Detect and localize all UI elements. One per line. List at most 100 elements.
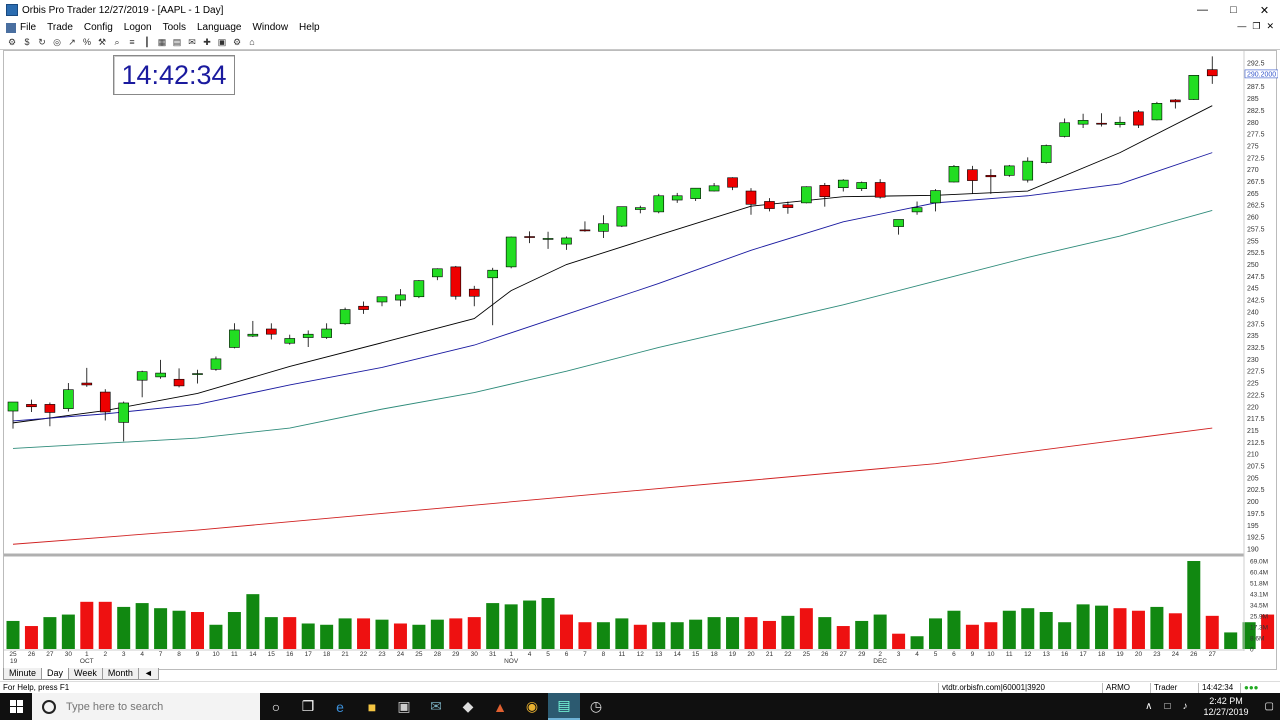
menu-file[interactable]: File [20,22,37,33]
app-icon[interactable]: ◷ [589,698,603,714]
percent-icon[interactable]: % [82,37,91,47]
task-view-icon[interactable]: ❐ [301,698,315,714]
menu-tools[interactable]: Tools [162,22,186,33]
volume-icon[interactable]: ♪ [1182,701,1188,712]
title-bar: Orbis Pro Trader 12/27/2019 - [AAPL - 1 … [0,0,1280,20]
price-chart[interactable]: 292.5290287.5285282.5280277.5275272.5270… [4,51,1278,671]
settings-icon[interactable]: ⚙ [232,36,242,47]
volume-bar [1131,610,1145,649]
tab-minute[interactable]: Minute [3,667,43,680]
volume-bar [1039,612,1053,649]
chrome-icon[interactable]: ◉ [525,698,539,714]
menu-config[interactable]: Config [83,22,113,33]
price-axis-label: 222.5 [1247,392,1265,399]
trader-icon[interactable]: ▤ [548,693,580,720]
date-axis-label: 11 [231,651,238,658]
notifications-icon[interactable]: ▢ [1264,701,1274,712]
system-tray: ∧ □ ♪ 2:42 PM 12/27/2019 ▢ [1139,693,1280,720]
mdi-restore-icon[interactable]: ❐ [1252,21,1261,31]
dollar-icon[interactable]: $ [24,37,30,47]
home-icon[interactable]: ⌂ [249,37,255,47]
volume-bar [504,604,518,649]
menu-trade[interactable]: Trade [47,22,73,33]
candle [173,368,185,388]
cortana-icon[interactable]: ○ [271,698,281,715]
volume-bar [762,620,776,649]
mdi-minimize-icon[interactable]: — [1237,21,1247,31]
candle [874,179,886,199]
menu-logon[interactable]: Logon [123,22,152,33]
volume-bar [633,624,647,649]
volume-bar [1205,615,1219,649]
volume-bar [209,624,223,649]
app-icon[interactable]: ◆ [462,698,474,714]
price-axis-label: 237.5 [1247,321,1265,328]
zoom-icon[interactable]: ⌕ [114,36,120,47]
tab-month[interactable]: Month [101,667,139,680]
refresh-icon[interactable]: ↻ [38,36,46,47]
date-axis-label: 27 [46,651,54,658]
volume-bar [799,608,813,649]
candle [81,367,93,387]
candle [1077,113,1089,128]
menu-window[interactable]: Window [252,22,289,33]
candle [985,169,997,194]
candle [339,307,351,325]
date-axis-label: 1 [509,651,513,658]
tab-day[interactable]: Day [41,667,70,680]
start-button[interactable] [0,693,32,720]
maximize-icon[interactable]: □ [1230,4,1237,16]
taskbar-clock[interactable]: 2:42 PM 12/27/2019 [1204,696,1249,718]
bars-icon[interactable]: ≡ [129,37,135,47]
app-icon[interactable]: ▲ [493,698,507,715]
candle [26,399,37,412]
search-input[interactable] [66,700,236,713]
grid-icon[interactable]: ▦ [157,36,167,47]
volume-axis-label: 60.4M [1250,570,1268,577]
taskbar-search[interactable] [32,693,260,720]
edge-icon[interactable]: e [336,698,344,715]
price-axis-label: 207.5 [1247,464,1265,471]
close-icon[interactable]: ✕ [1259,4,1270,17]
tools-icon[interactable]: ⚒ [97,36,107,47]
volume-bar [910,636,924,649]
volume-bar [117,606,131,649]
menu-help[interactable]: Help [299,22,320,33]
layout-icon[interactable]: ▣ [217,36,227,47]
volume-bar [744,617,758,649]
candle [598,215,609,238]
volume-bar [1187,561,1201,649]
target-icon[interactable]: ◎ [53,36,61,47]
scroll-left-icon[interactable]: ◄ [137,667,159,680]
volume-bar [523,600,537,649]
taskbar-date: 12/27/2019 [1203,706,1249,717]
candle-icon[interactable]: ┃ [144,36,150,47]
folder-icon[interactable]: ■ [367,698,377,715]
date-axis-label: 8 [177,651,181,658]
crosshair-icon[interactable]: ✚ [203,36,211,47]
price-axis-label: 227.5 [1247,369,1265,376]
volume-bar [98,601,112,649]
volume-bar [24,626,38,649]
candle [561,236,572,250]
date-axis-label: 19 [729,651,737,658]
price-axis-label: 200 [1247,499,1259,506]
envelope-icon[interactable]: ✉ [188,36,196,47]
price-axis-label: 282.5 [1247,108,1265,115]
volume-bar [1002,610,1016,649]
chart-panel[interactable]: 292.5290287.5285282.5280277.5275272.5270… [3,50,1278,671]
date-axis-label: 11 [1006,651,1013,658]
minimize-icon[interactable]: — [1197,4,1208,16]
mail-icon[interactable]: ✉ [430,698,442,714]
tab-week[interactable]: Week [68,667,103,680]
chevron-up-icon[interactable]: ∧ [1145,701,1153,712]
gear-icon[interactable]: ⚙ [7,36,17,47]
menu-language[interactable]: Language [196,22,242,33]
table-icon[interactable]: ▤ [172,36,182,47]
network-icon[interactable]: □ [1164,701,1171,712]
date-axis-label: 16 [1061,651,1069,658]
chart-icon[interactable]: ↗ [68,36,76,47]
mdi-close-icon[interactable]: ✕ [1266,21,1274,31]
volume-bar [6,620,20,649]
store-icon[interactable]: ▣ [397,698,411,714]
